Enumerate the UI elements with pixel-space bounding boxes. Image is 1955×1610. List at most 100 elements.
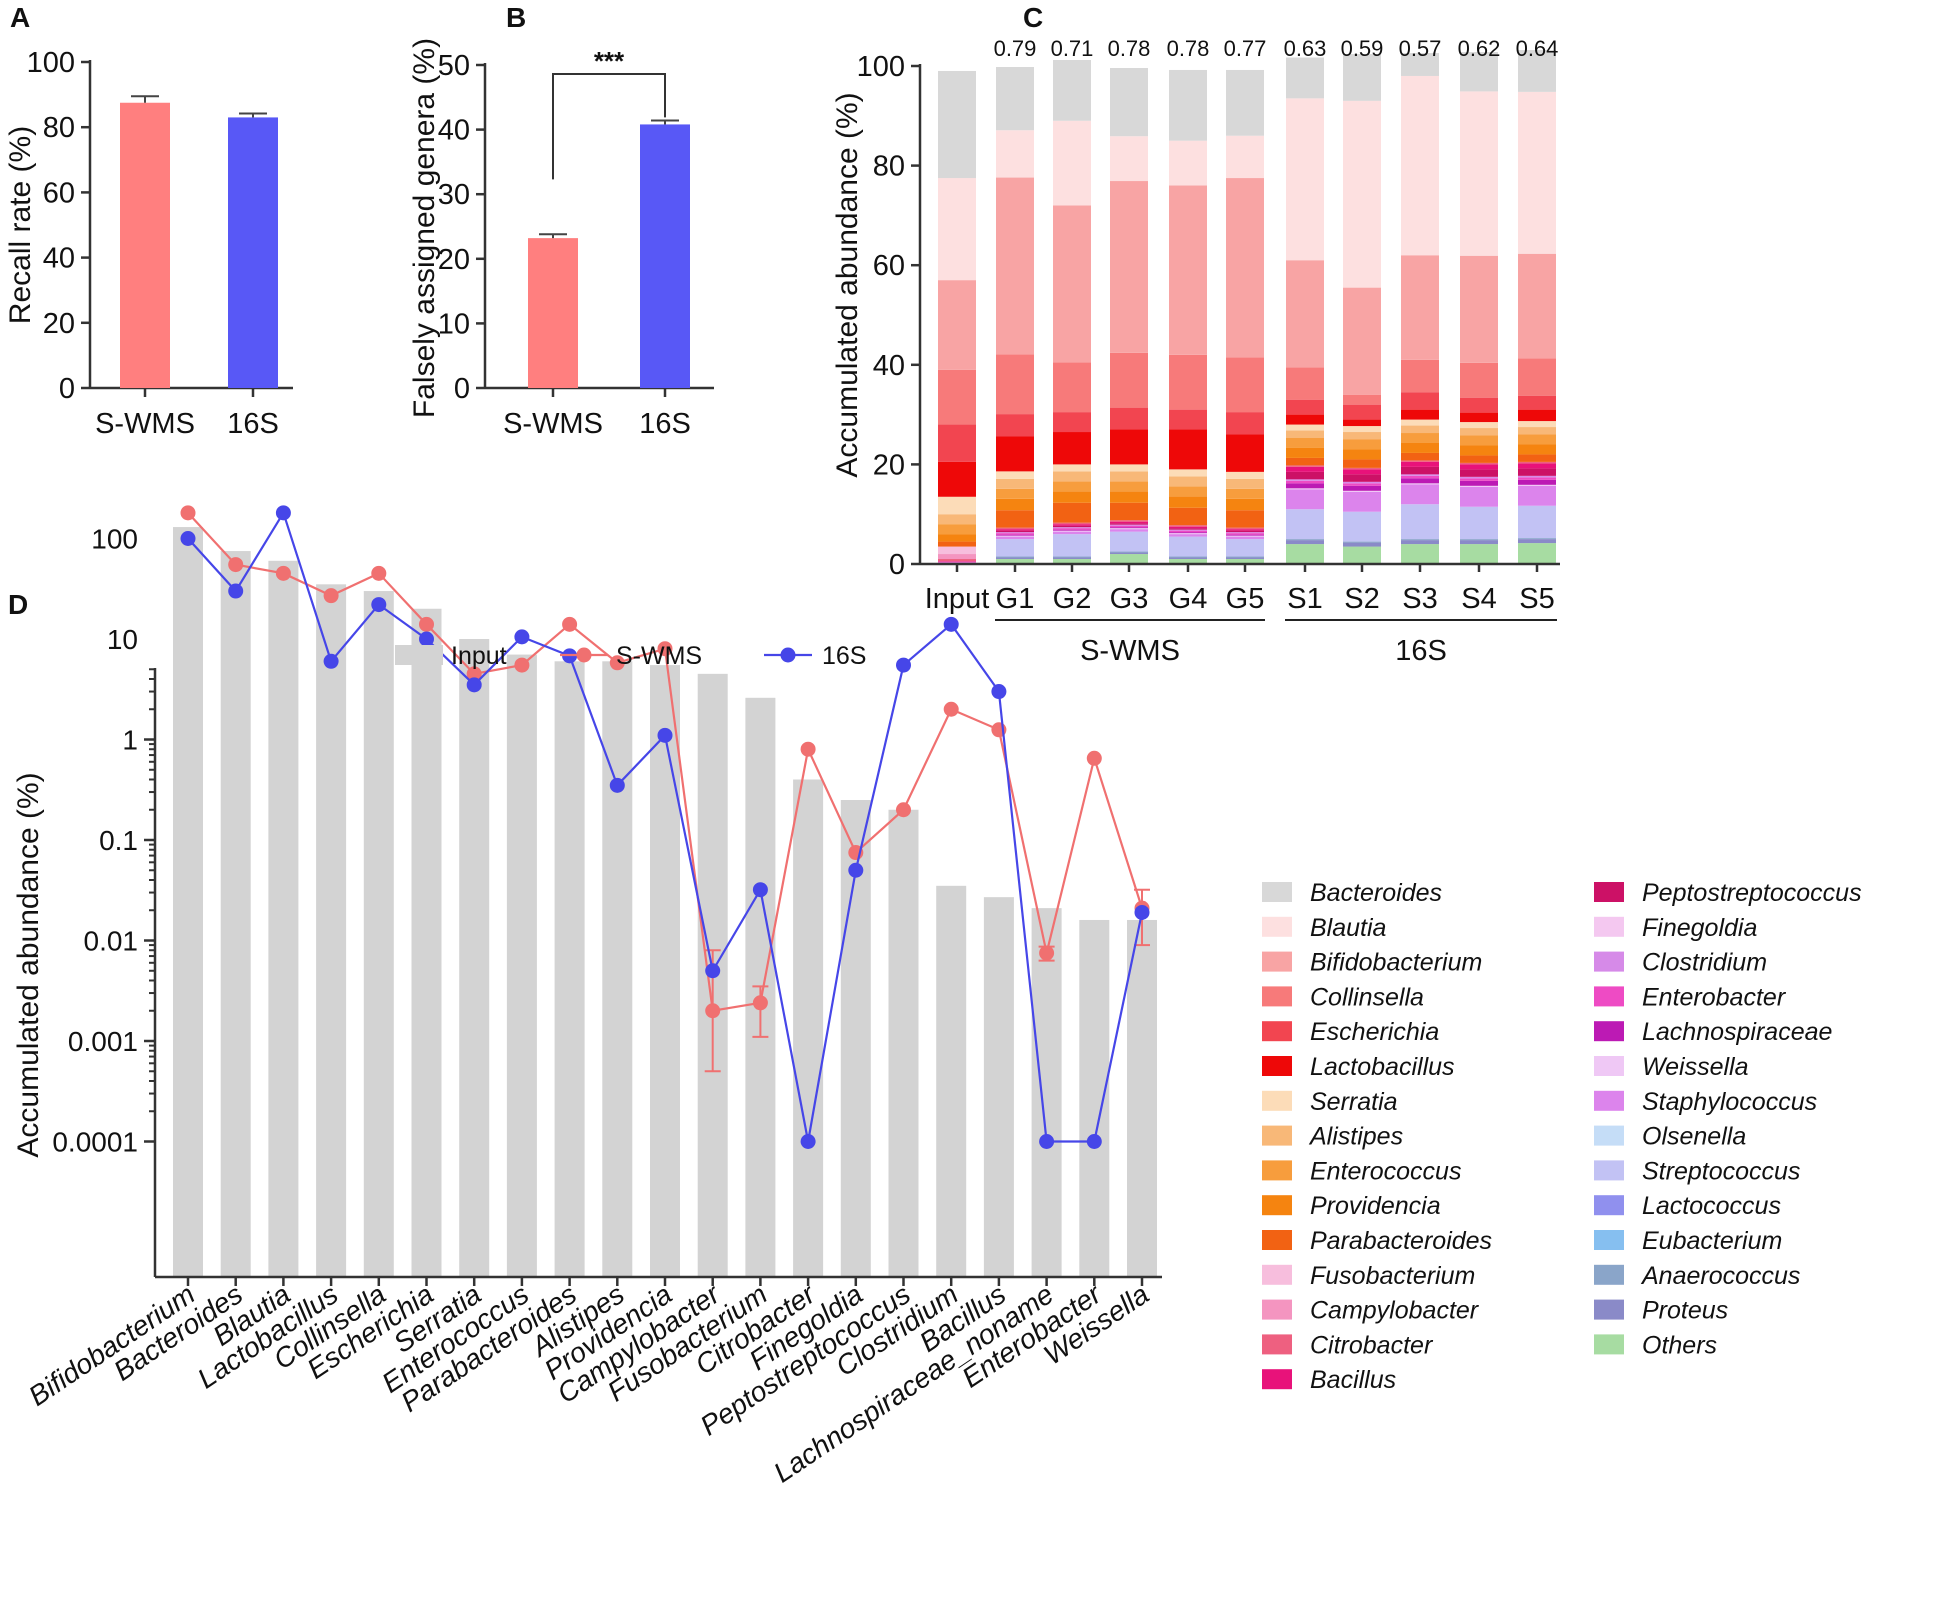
c-segment-bacteroides bbox=[1518, 50, 1556, 92]
d-swms-point-peptostreptococcus bbox=[896, 802, 911, 818]
c-segment-staphylococcus bbox=[1226, 536, 1264, 540]
b-x-tick-label: 16S bbox=[639, 408, 691, 440]
d-16s-point-lactobacillus bbox=[323, 653, 339, 669]
c-segment-citrobacter bbox=[1226, 527, 1264, 530]
c-segment-anaerococcus bbox=[1401, 539, 1439, 541]
c-segment-weissella bbox=[1343, 490, 1381, 492]
c-segment-proteus bbox=[1343, 542, 1381, 547]
c-bar-top-label: 0.62 bbox=[1458, 36, 1501, 61]
c-segment-bacillus bbox=[1286, 466, 1324, 472]
c-segment-proteus bbox=[1460, 540, 1498, 545]
c-segment-enterobacter bbox=[1226, 533, 1264, 535]
c-y-axis-title: Accumulated abundance (%) bbox=[831, 92, 864, 477]
c-segment-lactobacillus bbox=[938, 461, 976, 497]
b-x-tick-label: S-WMS bbox=[503, 408, 603, 440]
c-segment-clostridium bbox=[1169, 529, 1207, 531]
c-segment-campylobacter bbox=[938, 554, 976, 560]
c-segment-clostridium bbox=[1286, 479, 1324, 481]
c-segment-collinsella bbox=[1286, 367, 1324, 400]
c-legend-swatch-weissella bbox=[1594, 1056, 1624, 1076]
c-segment-staphylococcus bbox=[1110, 529, 1148, 532]
panel-letter-c: C bbox=[1023, 2, 1043, 33]
c-legend-swatch-citrobacter bbox=[1262, 1334, 1292, 1355]
d-input-bar-finegoldia bbox=[840, 800, 871, 1277]
d-16s-point-alistipes bbox=[609, 777, 625, 793]
c-segment-enterococcus bbox=[1053, 481, 1091, 492]
c-segment-weissella bbox=[1226, 535, 1264, 537]
d-swms-point-blautia bbox=[275, 565, 291, 581]
c-segment-enterobacter bbox=[1518, 477, 1556, 480]
d-swms-point-clostridium bbox=[943, 701, 959, 717]
c-legend-swatch-olsenella bbox=[1594, 1125, 1624, 1146]
c-segment-bacteroides bbox=[1226, 69, 1264, 136]
d-legend-label-16s: 16S bbox=[822, 642, 866, 670]
c-segment-escherichia bbox=[1226, 412, 1264, 435]
d-y-tick-label: 10 bbox=[107, 624, 138, 655]
c-segment-streptococcus bbox=[1460, 506, 1498, 540]
c-segment-lachnospiraceae bbox=[1110, 527, 1148, 529]
d-16s-point-bacillus bbox=[991, 684, 1007, 700]
d-input-bar-enterobacter bbox=[1079, 919, 1110, 1277]
d-y-axis-title: Accumulated abundance (%) bbox=[12, 772, 45, 1157]
c-segment-serratia bbox=[1460, 422, 1498, 429]
c-segment-lachnospiraceae bbox=[1169, 532, 1207, 534]
c-segment-bifidobacterium bbox=[1460, 255, 1498, 363]
c-segment-lactobacillus bbox=[1169, 429, 1207, 470]
c-segment-enterococcus bbox=[938, 524, 976, 535]
c-bar-top-label: 0.71 bbox=[1051, 36, 1094, 61]
c-segment-alistipes bbox=[1401, 425, 1439, 434]
c-segment-peptostreptococcus bbox=[1286, 471, 1324, 480]
c-legend-label-collinsella: Collinsella bbox=[1310, 983, 1424, 1011]
c-segment-escherichia bbox=[1460, 397, 1498, 413]
c-segment-others bbox=[1286, 544, 1324, 564]
c-legend-swatch-lactococcus bbox=[1594, 1195, 1624, 1216]
d-swms-point-serratia bbox=[466, 666, 482, 682]
c-segment-enterococcus bbox=[996, 488, 1034, 499]
c-legend-swatch-clostridium bbox=[1594, 951, 1624, 972]
c-segment-lactobacillus bbox=[1401, 409, 1439, 420]
d-16s-point-escherichia bbox=[419, 631, 434, 647]
c-segment-blautia bbox=[1110, 136, 1148, 182]
panel-letters: A B C D bbox=[8, 2, 1043, 620]
c-segment-citrobacter bbox=[1518, 461, 1556, 464]
b-y-axis-title: Falsely assigned genera (%) bbox=[408, 38, 441, 418]
c-segment-streptococcus bbox=[1226, 539, 1264, 557]
c-segment-bacillus bbox=[1343, 469, 1381, 475]
c-segment-escherichia bbox=[1343, 404, 1381, 420]
c-segment-lachnospiraceae bbox=[1053, 529, 1091, 531]
c-legend-label-eubacterium: Eubacterium bbox=[1642, 1227, 1782, 1255]
d-16s-point-serratia bbox=[466, 677, 482, 693]
c-segment-weissella bbox=[1518, 484, 1556, 486]
c-segment-collinsella bbox=[1518, 358, 1556, 396]
c-segment-streptococcus bbox=[996, 539, 1034, 557]
b-y-tick-label: 0 bbox=[454, 373, 470, 405]
c-segment-collinsella bbox=[938, 369, 976, 425]
a-y-tick-label: 100 bbox=[27, 47, 75, 79]
c-segment-alistipes bbox=[1286, 430, 1324, 439]
c-legend-swatch-lachnospiraceae bbox=[1594, 1021, 1624, 1042]
c-segment-collinsella bbox=[1401, 359, 1439, 393]
panel-letter-d: D bbox=[8, 589, 28, 620]
c-segment-anaerococcus bbox=[1226, 556, 1264, 558]
c-y-tick-label: 100 bbox=[857, 51, 905, 83]
b-significance-label: *** bbox=[594, 46, 625, 76]
c-segment-serratia bbox=[1110, 464, 1148, 472]
c-segment-peptostreptococcus bbox=[1110, 523, 1148, 525]
c-segment-lachnospiraceae bbox=[1286, 483, 1324, 489]
c-legend-label-finegoldia: Finegoldia bbox=[1642, 914, 1757, 942]
c-segment-bacteroides bbox=[938, 70, 976, 179]
c-segment-bifidobacterium bbox=[1286, 260, 1324, 368]
c-segment-parabacteroides bbox=[1169, 507, 1207, 526]
c-segment-collinsella bbox=[996, 354, 1034, 415]
c-x-tick-label: S5 bbox=[1519, 583, 1554, 615]
c-legend-label-escherichia: Escherichia bbox=[1310, 1018, 1439, 1046]
c-segment-enterobacter bbox=[1286, 480, 1324, 484]
c-segment-enterobacter bbox=[1460, 478, 1498, 481]
c-segment-enterococcus bbox=[1226, 488, 1264, 499]
d-input-bar-peptostreptococcus bbox=[888, 809, 919, 1277]
b-y-tick-label: 20 bbox=[438, 244, 470, 276]
c-segment-bacteroides bbox=[1286, 57, 1324, 99]
c-segment-proteus bbox=[1401, 540, 1439, 545]
a-y-tick-label: 60 bbox=[43, 177, 75, 209]
c-segment-bacillus bbox=[1226, 529, 1264, 531]
